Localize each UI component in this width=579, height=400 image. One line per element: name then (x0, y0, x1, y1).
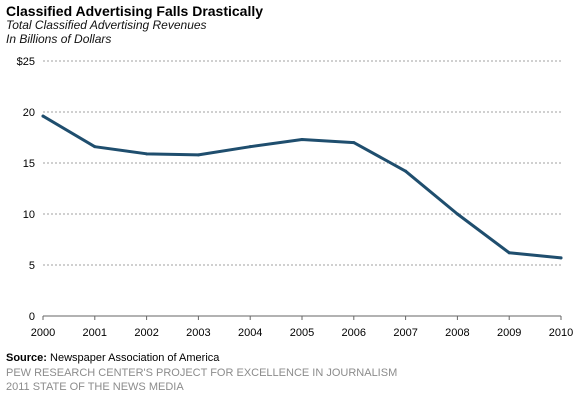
data-point (455, 212, 459, 216)
line-chart: 0 5 10 15 20 $25 2000 2001 2002 2003 2004 2005 2006 2… (17, 56, 574, 339)
chart-subtitle-line1: Total Classified Advertising Revenues (6, 18, 207, 32)
x-tick-label: 2004 (238, 327, 262, 339)
x-tick-label: 2009 (497, 327, 521, 339)
y-tick-label: 5 (29, 260, 35, 272)
chart-subtitle-line2: In Billions of Dollars (6, 32, 112, 46)
source-label: Source: (6, 352, 47, 364)
data-point (145, 152, 149, 156)
data-point (248, 145, 252, 149)
x-tick-label: 2000 (31, 327, 55, 339)
data-point (300, 138, 304, 142)
data-point (352, 141, 356, 145)
data-point (93, 145, 97, 149)
organization-credit: PEW RESEARCH CENTER'S PROJECT FOR EXCELL… (6, 367, 398, 379)
x-tick-label: 2001 (83, 327, 107, 339)
data-point (41, 114, 45, 118)
y-tick-label: 15 (23, 158, 35, 170)
x-tick-label: 2002 (134, 327, 158, 339)
data-point (559, 256, 563, 260)
y-tick-label: 20 (23, 107, 35, 119)
y-tick-label: $25 (17, 56, 35, 68)
source-note: Source: Newspaper Association of America (6, 352, 219, 364)
y-tick-label: 10 (23, 209, 35, 221)
x-tick-label: 2010 (549, 327, 573, 339)
x-tick-label: 2008 (445, 327, 469, 339)
chart-title: Classified Advertising Falls Drastically (6, 3, 264, 19)
x-tick-label: 2006 (342, 327, 366, 339)
series-line-0 (41, 114, 563, 260)
source-text: Newspaper Association of America (50, 352, 220, 364)
report-credit: 2011 STATE OF THE NEWS MEDIA (6, 381, 184, 393)
x-tick-label: 2003 (186, 327, 210, 339)
data-point (196, 153, 200, 157)
data-point (404, 169, 408, 173)
data-point (507, 251, 511, 255)
x-tick-label: 2005 (290, 327, 314, 339)
x-tick-label: 2007 (393, 327, 417, 339)
y-tick-label: 0 (29, 311, 35, 323)
